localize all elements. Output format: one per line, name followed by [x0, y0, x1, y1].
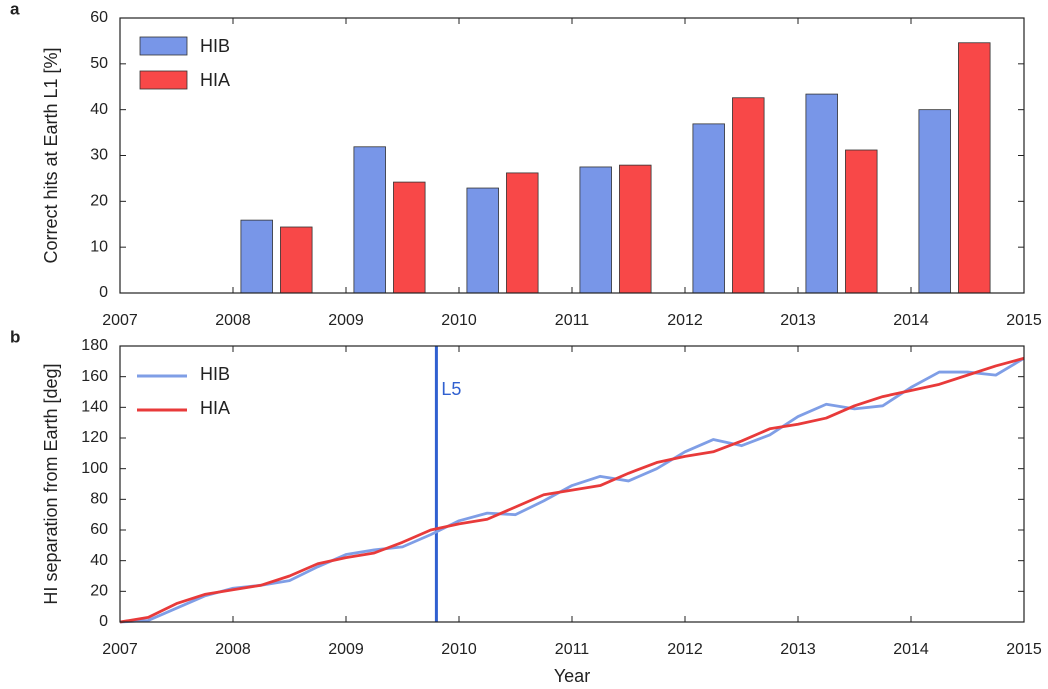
- x-tick-label: 2008: [215, 641, 251, 658]
- annotation: L5: [441, 379, 461, 399]
- y-tick-label: 40: [90, 552, 108, 569]
- bar: [579, 166, 612, 294]
- y-tick-label: 10: [90, 238, 108, 255]
- bar: [692, 123, 725, 294]
- legend-label: HIB: [200, 36, 230, 56]
- bar: [918, 109, 951, 294]
- y-axis-label: Correct hits at Earth L1 [%]: [41, 47, 61, 263]
- x-tick-label: 2010: [441, 312, 477, 329]
- y-tick-label: 20: [90, 193, 108, 210]
- x-tick-label: 2011: [555, 312, 590, 329]
- x-tick-label: 2010: [441, 641, 477, 658]
- bar: [958, 42, 991, 294]
- line-series: [119, 356, 1025, 624]
- legend-label: HIB: [200, 364, 230, 384]
- y-tick-label: 0: [99, 613, 108, 630]
- y-tick-label: 0: [99, 284, 108, 301]
- legend-swatch: [139, 36, 188, 56]
- x-tick-label: 2009: [328, 641, 364, 658]
- x-tick-label: 2014: [893, 641, 929, 658]
- bar: [240, 219, 273, 294]
- bar: [845, 149, 878, 294]
- y-tick-label: 100: [81, 460, 108, 477]
- x-tick-label: 2011: [555, 641, 590, 658]
- x-tick-label: 2015: [1006, 312, 1042, 329]
- y-tick-label: 160: [81, 368, 108, 385]
- x-axis-label: Year: [554, 666, 590, 686]
- y-tick-label: 60: [90, 521, 108, 538]
- panel-label: b: [10, 327, 20, 346]
- plot-frame: [119, 345, 1025, 623]
- y-tick-label: 180: [81, 337, 108, 354]
- y-tick-label: 20: [90, 583, 108, 600]
- y-tick-label: 80: [90, 491, 108, 508]
- y-axis-label: HI separation from Earth [deg]: [41, 363, 61, 604]
- y-tick-label: 140: [81, 399, 108, 416]
- bar: [393, 181, 426, 294]
- x-tick-label: 2012: [667, 312, 703, 329]
- panel-label: a: [10, 0, 20, 18]
- bar: [506, 172, 539, 294]
- bar: [732, 97, 765, 294]
- x-tick-label: 2009: [328, 312, 364, 329]
- x-tick-label: 2007: [102, 312, 138, 329]
- x-tick-label: 2013: [780, 312, 816, 329]
- bar: [280, 226, 313, 294]
- line-series: [119, 357, 1025, 624]
- y-tick-label: 120: [81, 429, 108, 446]
- x-tick-label: 2012: [667, 641, 703, 658]
- y-tick-label: 60: [90, 9, 108, 26]
- y-tick-label: 30: [90, 147, 108, 164]
- legend-label: HIA: [200, 398, 230, 418]
- x-tick-label: 2014: [893, 312, 929, 329]
- bar: [353, 146, 386, 294]
- legend-swatch: [139, 70, 188, 90]
- y-tick-label: 40: [90, 101, 108, 118]
- legend-label: HIA: [200, 70, 230, 90]
- x-tick-label: 2015: [1006, 641, 1042, 658]
- bar: [619, 164, 652, 294]
- bar: [466, 187, 499, 294]
- y-tick-label: 50: [90, 55, 108, 72]
- x-tick-label: 2008: [215, 312, 251, 329]
- bar: [805, 93, 838, 294]
- plot-frame: [119, 17, 1025, 294]
- x-tick-label: 2013: [780, 641, 816, 658]
- x-tick-label: 2007: [102, 641, 138, 658]
